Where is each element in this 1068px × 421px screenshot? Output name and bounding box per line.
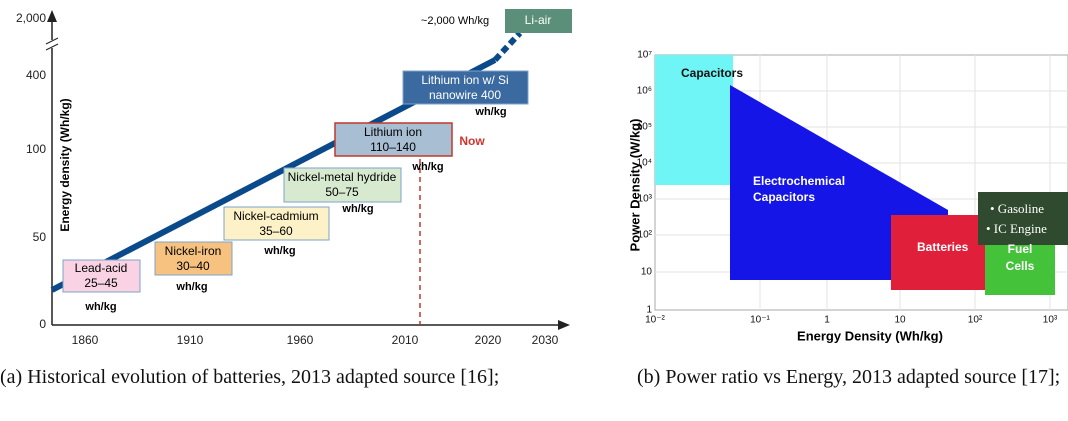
engine-region — [978, 192, 1068, 245]
y-tick-label: 50 — [33, 230, 47, 244]
trend-line — [495, 33, 520, 60]
box-unit: wh/kg — [341, 203, 373, 215]
box-label: 25–45 — [84, 276, 118, 290]
caption: (a) Historical evolution of batteries, 2… — [0, 364, 590, 391]
box-label: Lithium ion w/ Si — [421, 73, 508, 87]
figure-panel: 2,000 400 100 50 0 1860 1910 1960 2010 2… — [0, 0, 1068, 421]
box-label: Lead-acid — [75, 261, 128, 275]
box-unit: wh/kg — [474, 106, 506, 118]
box-label: 110–140 — [370, 140, 416, 154]
region-label: • Gasoline — [990, 201, 1044, 216]
box-label: nanowire 400 — [429, 88, 501, 102]
box-label: 50–75 — [325, 185, 359, 199]
x-tick-label: 1960 — [287, 333, 314, 347]
caption: (b) Power ratio vs Energy, 2013 adapted … — [637, 364, 1065, 391]
x-tick-label: 2020 — [475, 333, 502, 347]
region-label: Fuel — [1008, 242, 1033, 256]
x-tick-label: 10 — [894, 315, 906, 326]
box-label: Nickel-metal hydride — [288, 170, 397, 184]
y-axis-label: Energy density (Wh/kg) — [58, 98, 72, 231]
y-axis-label: Power Density (W/kg) — [627, 119, 642, 252]
region-label: Electrochemical — [753, 174, 845, 188]
x-tick-label: 1910 — [177, 333, 204, 347]
region-label: Capacitors — [681, 66, 743, 80]
y-tick-label: 2,000 — [16, 11, 46, 25]
box-unit: wh/kg — [411, 161, 443, 173]
x-tick-label: 2030 — [532, 333, 559, 347]
box-label: Lithium ion — [364, 125, 422, 139]
top-label: ~2,000 Wh/kg — [421, 15, 489, 27]
now-label: Now — [459, 134, 485, 148]
x-axis-label: Energy Density (Wh/kg) — [797, 328, 943, 343]
x-tick-label: 1860 — [72, 333, 99, 347]
axis-arrow — [47, 10, 57, 22]
x-tick-label: 1 — [824, 315, 830, 326]
box-label: Nickel-iron — [165, 244, 222, 258]
region-label: • IC Engine — [986, 221, 1047, 236]
region-label: Cells — [1006, 259, 1035, 273]
y-tick-label: 400 — [26, 68, 46, 82]
region-label: Batteries — [917, 240, 969, 254]
x-tick-label: 10² — [968, 315, 983, 326]
region-label: Capacitors — [753, 190, 815, 204]
box-label: Li-air — [525, 13, 552, 27]
y-tick-label: 100 — [26, 142, 46, 156]
page: 2,000 400 100 50 0 1860 1910 1960 2010 2… — [0, 0, 1068, 421]
y-tick-label: 10⁷ — [637, 50, 652, 61]
box-unit: wh/kg — [84, 301, 116, 313]
x-tick-label: 10³ — [1043, 315, 1058, 326]
y-tick-label: 0 — [39, 317, 46, 331]
y-tick-label: 10 — [641, 267, 653, 278]
box-unit: wh/kg — [263, 245, 295, 257]
x-tick-label: 10⁻² — [645, 315, 665, 326]
axis-arrow — [558, 320, 570, 330]
box-label: Nickel-cadmium — [233, 209, 318, 223]
x-tick-label: 2010 — [392, 333, 419, 347]
box-label: 30–40 — [176, 259, 210, 273]
box-unit: wh/kg — [175, 281, 207, 293]
box-label: 35–60 — [259, 224, 293, 238]
x-tick-label: 10⁻¹ — [750, 315, 770, 326]
y-tick-label: 10⁶ — [637, 86, 652, 97]
